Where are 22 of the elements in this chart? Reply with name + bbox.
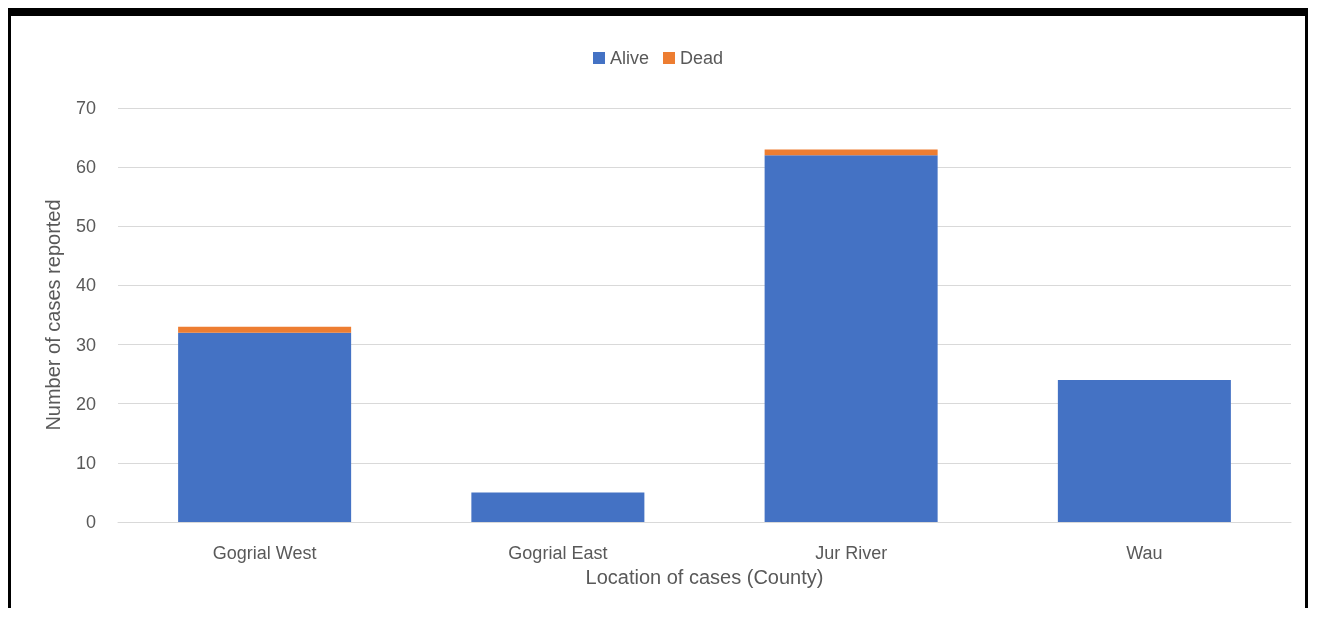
y-tick-label: 20 [75,393,96,414]
x-axis-title: Location of cases (County) [585,565,824,588]
y-tick-label: 50 [75,216,96,237]
legend-label: Dead [679,48,724,68]
y-tick-label: 0 [85,512,96,532]
y-tick-label: 70 [75,98,96,118]
y-tick-label: 40 [75,275,96,296]
y-tick-label: 10 [75,452,96,473]
x-tick-label: Wau [1126,543,1163,563]
x-tick-label: Gogrial West [212,543,317,563]
y-tick-label: 60 [75,157,96,178]
y-axis-title: Number of cases reported [42,199,64,431]
legend-label: Alive [609,48,649,68]
bar [471,492,645,522]
x-tick-label: Jur River [815,543,888,563]
y-tick-label: 30 [75,334,96,355]
bar [178,332,352,522]
bar [178,326,352,333]
bar [1057,380,1231,522]
x-tick-label: Gogrial East [508,543,608,563]
bar [764,149,938,156]
bar [764,155,938,522]
